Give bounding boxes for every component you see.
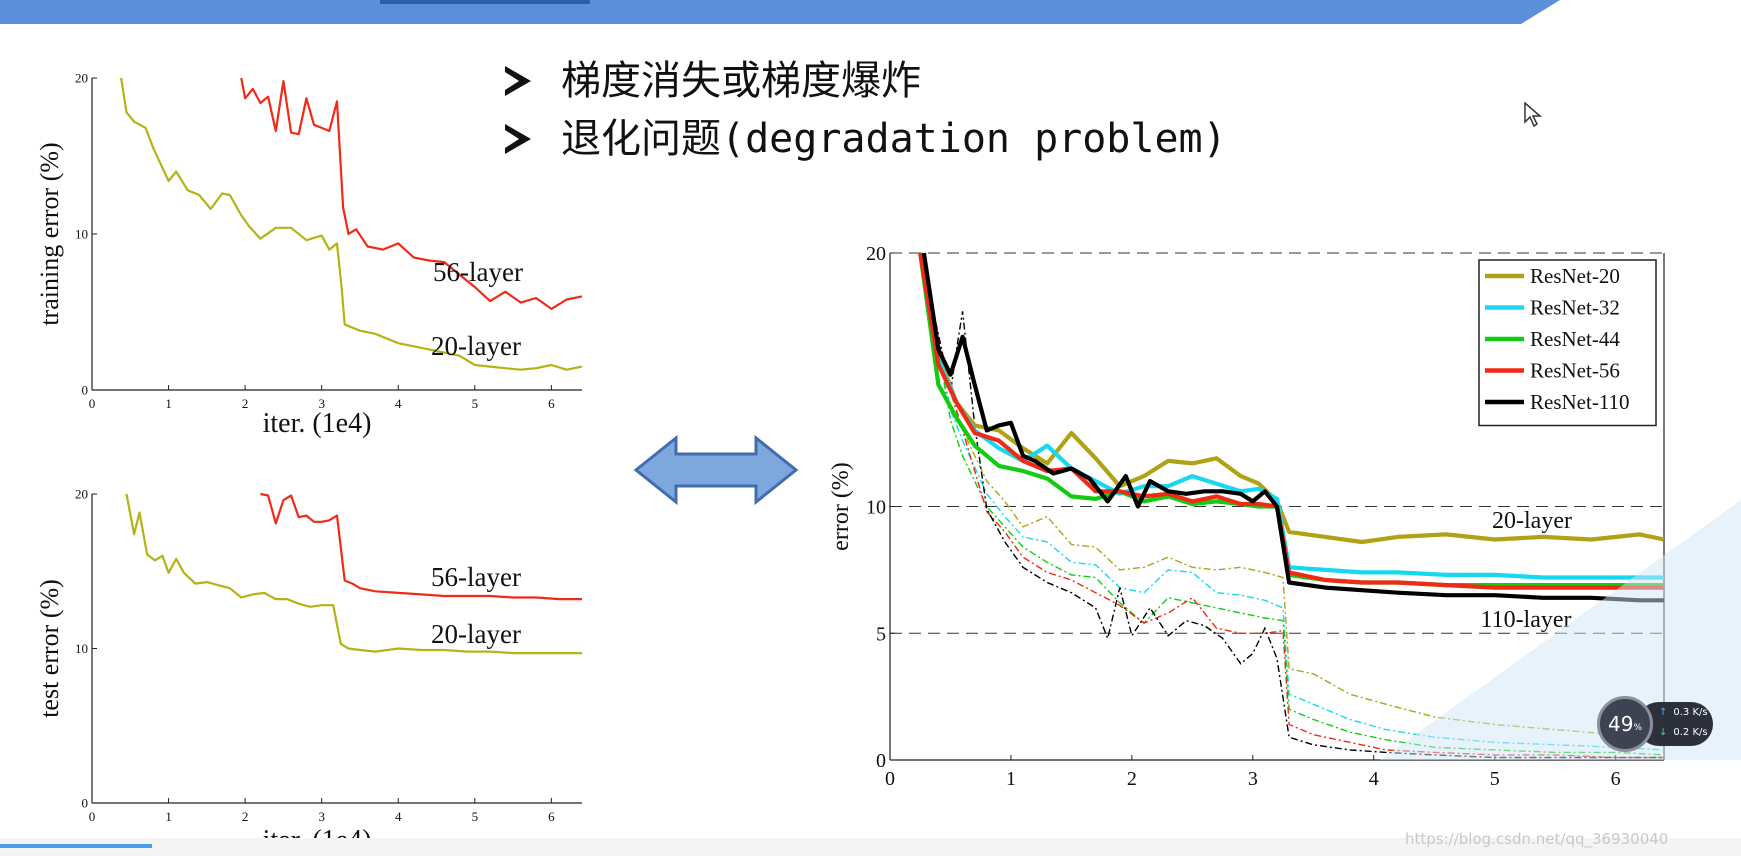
legend-label: ResNet-110 — [1530, 390, 1630, 414]
x-tick-label: 5 — [472, 809, 479, 824]
x-tick-label: 3 — [318, 396, 325, 411]
speed-percent-value: 49 — [1607, 712, 1634, 736]
bullet-arrow-icon — [505, 124, 531, 154]
x-tick-label: 4 — [395, 396, 402, 411]
y-tick-label: 10 — [75, 227, 88, 242]
x-tick-label: 3 — [318, 809, 325, 824]
legend-label: ResNet-44 — [1530, 327, 1620, 351]
speed-percent: 49% — [1597, 696, 1653, 752]
series-label: 56-layer — [433, 257, 523, 287]
mouse-cursor-icon — [1524, 102, 1542, 128]
series-line — [918, 252, 1664, 545]
x-tick-label: 1 — [1006, 768, 1016, 790]
y-tick-label: 0 — [876, 750, 886, 772]
x-tick-label: 6 — [1611, 768, 1621, 790]
bullet-item: 梯度消失或梯度爆炸 — [505, 52, 1227, 110]
x-tick-label: 0 — [885, 768, 895, 790]
progress-strip — [0, 844, 152, 848]
upload-rate: ↑ 0.3 K/s — [1659, 702, 1713, 722]
legend-label: ResNet-32 — [1530, 296, 1620, 320]
speed-rates: ↑ 0.3 K/s ↓ 0.2 K/s — [1637, 702, 1713, 746]
training-error-chart: 0 1 2 3 4 5 6 0 10 20 training error (%) iter. (1e4… — [35, 71, 582, 439]
download-unit: K/s — [1692, 727, 1708, 738]
series-label: 110-layer — [1480, 607, 1571, 633]
x-tick-label: 3 — [1248, 768, 1258, 790]
legend-label: ResNet-56 — [1530, 359, 1620, 383]
x-tick-label: 5 — [472, 396, 479, 411]
x-tick-label: 0 — [89, 809, 96, 824]
x-tick-label: 5 — [1490, 768, 1500, 790]
series-line — [240, 77, 582, 310]
test-series-line — [925, 278, 1664, 756]
speed-percent-unit: % — [1633, 723, 1642, 733]
footer-bar — [0, 838, 1741, 856]
test-series-line — [925, 278, 1664, 738]
series-line — [120, 77, 582, 371]
y-tick-label: 10 — [75, 641, 88, 656]
upload-unit: K/s — [1692, 707, 1708, 718]
y-tick-label: 20 — [866, 243, 886, 265]
y-axis-label: training error (%) — [35, 142, 64, 325]
bullet-item: 退化问题(degradation problem) — [505, 110, 1227, 168]
upload-arrow-icon: ↑ — [1659, 707, 1668, 718]
download-arrow-icon: ↓ — [1659, 727, 1668, 738]
series-label: 20-layer — [1492, 508, 1572, 534]
test-series-line — [925, 278, 1664, 751]
x-tick-label: 1 — [165, 809, 172, 824]
bullet-arrow-icon — [505, 66, 531, 96]
y-axis-label: error (%) — [828, 462, 854, 551]
x-tick-label: 2 — [242, 396, 249, 411]
y-tick-label: 10 — [866, 497, 886, 519]
y-tick-label: 0 — [82, 383, 89, 398]
bullet-list: 梯度消失或梯度爆炸 退化问题(degradation problem) — [505, 52, 1227, 168]
x-tick-label: 0 — [89, 396, 96, 411]
download-value: 0.2 — [1673, 727, 1690, 738]
y-axis-label: test error (%) — [35, 579, 64, 718]
bullet-text-degradation: 退化问题(degradation problem) — [561, 116, 1227, 162]
download-rate: ↓ 0.2 K/s — [1659, 722, 1713, 742]
test-series-line — [925, 278, 1664, 759]
overlay-shape — [1380, 500, 1741, 760]
series-line — [260, 492, 582, 601]
series-line — [918, 252, 1664, 580]
x-tick-label: 2 — [1127, 768, 1137, 790]
x-tick-label: 6 — [548, 396, 555, 411]
x-tick-label: 2 — [242, 809, 249, 824]
x-tick-label: 4 — [1369, 768, 1379, 790]
x-tick-label: 4 — [395, 809, 402, 824]
network-speed-widget[interactable]: 49% ↑ 0.3 K/s ↓ 0.2 K/s — [1597, 696, 1715, 752]
test-series-line — [925, 278, 1664, 759]
series-label: 56-layer — [431, 562, 521, 592]
double-arrow-icon — [633, 434, 799, 506]
series-label: 20-layer — [431, 619, 521, 649]
series-line — [125, 493, 582, 655]
legend-label: ResNet-20 — [1530, 264, 1620, 288]
y-tick-label: 5 — [876, 623, 886, 645]
y-tick-label: 20 — [75, 487, 88, 502]
x-tick-label: 1 — [165, 396, 172, 411]
resnet-error-chart: 0 1 2 3 4 5 6 0 5 10 20 error (%) 20-layer 110-layer R… — [828, 243, 1665, 790]
series-line — [918, 252, 1664, 590]
header-bar — [0, 0, 1560, 24]
watermark: https://blog.csdn.net/qq_36930040 — [1405, 830, 1669, 848]
y-tick-label: 20 — [75, 71, 88, 86]
header-accent — [380, 0, 590, 4]
bullet-text-gradient: 梯度消失或梯度爆炸 — [561, 58, 921, 104]
x-tick-label: 6 — [548, 809, 555, 824]
upload-value: 0.3 — [1673, 707, 1690, 718]
series-label: 20-layer — [431, 331, 521, 361]
y-tick-label: 0 — [82, 796, 89, 811]
series-line — [921, 252, 1664, 603]
legend-box — [1478, 259, 1657, 427]
x-axis-label: iter. (1e4) — [263, 408, 372, 439]
